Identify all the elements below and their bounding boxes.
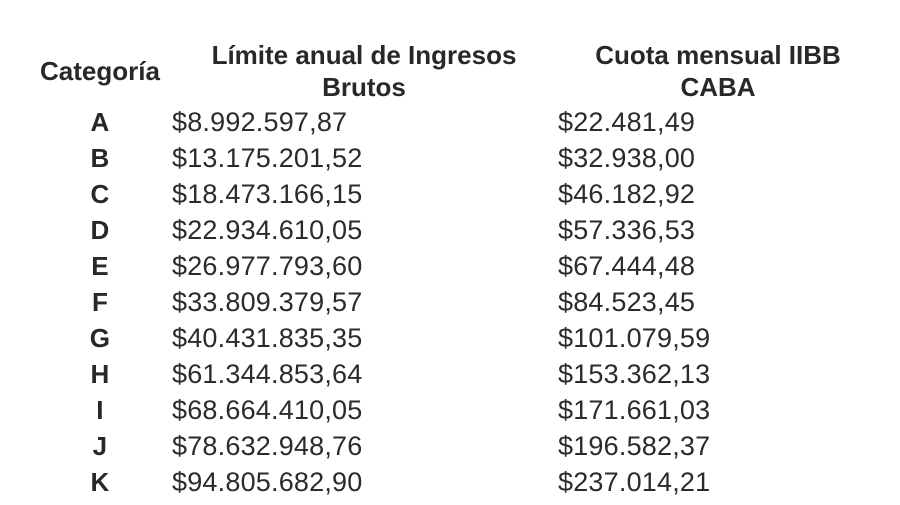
cuota-cell: $196.582,37 xyxy=(558,430,711,461)
cuota-cell: $57.336,53 xyxy=(558,214,696,245)
category-cell: E xyxy=(91,250,109,281)
limite-cell: $68.664.410,05 xyxy=(172,394,363,425)
col-header-cuota-mensual: Cuota mensual IIBB CABA xyxy=(558,38,878,104)
limite-cell: $8.992.597,87 xyxy=(172,106,348,137)
cuota-cell: $22.481,49 xyxy=(558,106,696,137)
category-cell: I xyxy=(96,394,104,425)
col-header-categoria-label: Categoría xyxy=(40,56,160,86)
cuota-cell: $46.182,92 xyxy=(558,178,696,209)
category-cell: B xyxy=(90,142,110,173)
col-header-categoria: Categoría xyxy=(30,38,170,104)
category-cell: F xyxy=(91,286,109,317)
col-header-cuota-mensual-label: Cuota mensual IIBB CABA xyxy=(595,40,841,102)
table-row: H $61.344.853,64 $153.362,13 xyxy=(30,356,878,392)
table-row: E $26.977.793,60 $67.444,48 xyxy=(30,248,878,284)
cuota-cell: $32.938,00 xyxy=(558,142,696,173)
cuota-cell: $171.661,03 xyxy=(558,394,711,425)
category-cell: J xyxy=(92,430,108,461)
table-row: C $18.473.166,15 $46.182,92 xyxy=(30,176,878,212)
col-header-limite-anual-label: Límite anual de Ingresos Brutos xyxy=(211,40,517,102)
limite-cell: $40.431.835,35 xyxy=(172,322,363,353)
table-row: G $40.431.835,35 $101.079,59 xyxy=(30,320,878,356)
table-row: D $22.934.610,05 $57.336,53 xyxy=(30,212,878,248)
table-row: B $13.175.201,52 $32.938,00 xyxy=(30,140,878,176)
table-row: K $94.805.682,90 $237.014,21 xyxy=(30,464,878,500)
limite-cell: $94.805.682,90 xyxy=(172,466,363,497)
table-row: F $33.809.379,57 $84.523,45 xyxy=(30,284,878,320)
iibb-categories-table: Categoría Límite anual de Ingresos Bruto… xyxy=(30,38,878,500)
cuota-cell: $153.362,13 xyxy=(558,358,711,389)
limite-cell: $33.809.379,57 xyxy=(172,286,363,317)
limite-cell: $13.175.201,52 xyxy=(172,142,363,173)
table-row: I $68.664.410,05 $171.661,03 xyxy=(30,392,878,428)
limite-cell: $26.977.793,60 xyxy=(172,250,363,281)
cuota-cell: $237.014,21 xyxy=(558,466,711,497)
col-header-limite-anual: Límite anual de Ingresos Brutos xyxy=(170,38,558,104)
category-cell: D xyxy=(90,214,110,245)
cuota-cell: $67.444,48 xyxy=(558,250,696,281)
table-header: Categoría Límite anual de Ingresos Bruto… xyxy=(30,38,878,104)
limite-cell: $78.632.948,76 xyxy=(172,430,363,461)
limite-cell: $61.344.853,64 xyxy=(172,358,363,389)
table-row: A $8.992.597,87 $22.481,49 xyxy=(30,104,878,140)
category-cell: H xyxy=(90,358,110,389)
category-cell: C xyxy=(90,178,110,209)
limite-cell: $18.473.166,15 xyxy=(172,178,363,209)
header-row: Categoría Límite anual de Ingresos Bruto… xyxy=(30,38,878,104)
category-cell: A xyxy=(90,106,110,137)
limite-cell: $22.934.610,05 xyxy=(172,214,363,245)
cuota-cell: $101.079,59 xyxy=(558,322,711,353)
category-cell: K xyxy=(90,466,110,497)
table-row: J $78.632.948,76 $196.582,37 xyxy=(30,428,878,464)
cuota-cell: $84.523,45 xyxy=(558,286,696,317)
category-cell: G xyxy=(89,322,111,353)
table-body: A $8.992.597,87 $22.481,49 B $13.175.201… xyxy=(30,104,878,500)
